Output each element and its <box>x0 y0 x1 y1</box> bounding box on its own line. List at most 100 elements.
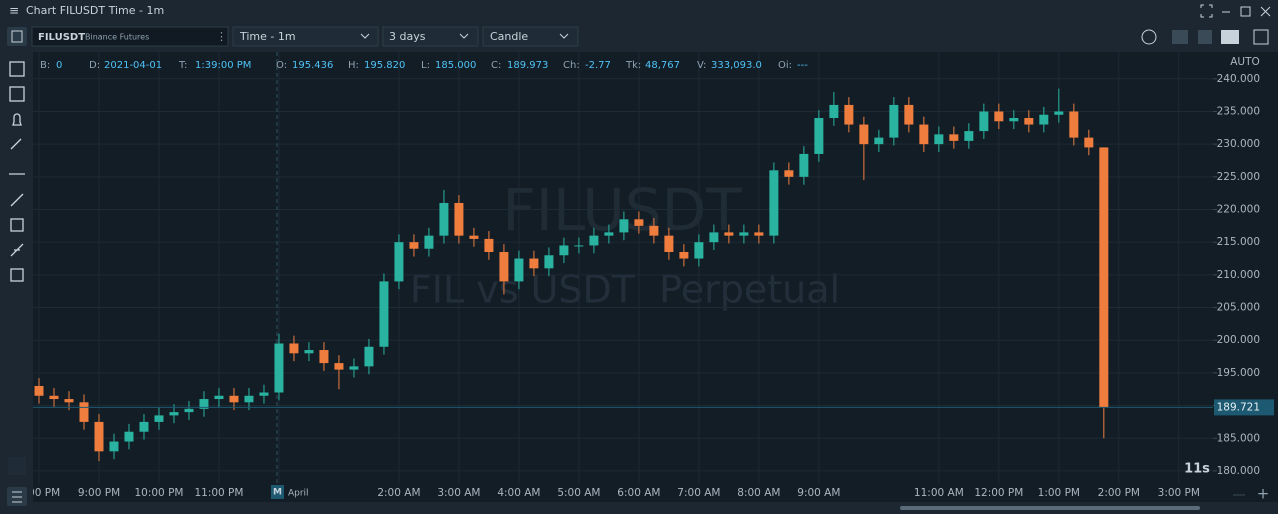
range-dropdown[interactable] <box>382 26 479 47</box>
candle-body <box>109 441 119 452</box>
candle-body <box>154 415 164 422</box>
info-label: H: <box>348 60 359 71</box>
candle-body <box>259 392 269 396</box>
symbol-menu[interactable]: ⋮ <box>216 30 227 43</box>
candle-body <box>169 412 179 416</box>
y-tick-label: 225.000 <box>1217 171 1260 183</box>
candle-body <box>634 219 644 226</box>
y-tick-label: 185.000 <box>1217 432 1260 444</box>
candle-body <box>424 235 434 249</box>
y-tick-label: 195.000 <box>1217 367 1260 379</box>
candle-body <box>709 232 719 243</box>
info-value: 48,767 <box>645 60 680 71</box>
x-tick-label: 2:00 AM <box>377 487 420 499</box>
candle-body <box>34 385 44 396</box>
timeframe: Time - 1m <box>239 30 296 43</box>
candle-body <box>844 104 854 125</box>
drawing-tools[interactable] <box>9 61 25 282</box>
window-controls[interactable] <box>1200 4 1271 18</box>
candle-body <box>769 170 779 236</box>
x-tick-label: 9:00 PM <box>78 487 120 499</box>
candle-body <box>364 346 374 367</box>
panel-toggle[interactable] <box>7 27 27 46</box>
x-tick-label: 2:00 PM <box>1098 487 1140 499</box>
candle-body <box>229 395 239 403</box>
candle-body <box>304 350 314 354</box>
candle-body <box>49 395 59 400</box>
x-tick-label: 9:00 AM <box>797 487 840 499</box>
info-value: 195.820 <box>364 60 405 71</box>
candle-body <box>979 111 989 132</box>
time-axis-bg <box>33 484 1213 502</box>
candle-body <box>799 153 809 177</box>
candle-body <box>529 258 539 269</box>
info-label: B: <box>40 60 50 71</box>
plot-bg <box>33 52 1213 484</box>
info-value: 2021-04-01 <box>104 60 162 71</box>
panel-icon <box>11 30 23 43</box>
symbol-box[interactable] <box>31 26 229 47</box>
candle-body <box>964 131 974 141</box>
info-value: 189.973 <box>507 60 548 71</box>
y-tick-label: 220.000 <box>1217 204 1260 216</box>
candle-body <box>124 431 134 442</box>
candle-body <box>574 245 584 247</box>
info-value: 195.436 <box>292 60 333 71</box>
x-tick-label: 12:00 PM <box>974 487 1023 499</box>
candle-body <box>1009 118 1019 122</box>
zoom-in[interactable]: + <box>1257 485 1270 503</box>
candle-body <box>199 399 209 409</box>
day-marker: M <box>273 488 282 498</box>
watermark-subtitle: FIL vs USDT Perpetual <box>410 268 840 312</box>
time-axis: 8:00 PM 9:00 PM 10:00 PM 11:00 PM M April 2:00… <box>33 485 1200 499</box>
delete-button[interactable] <box>8 457 26 475</box>
x-tick-label: 8:00 AM <box>737 487 780 499</box>
info-label: Oi: <box>778 60 792 71</box>
x-tick-label: 6:00 AM <box>617 487 660 499</box>
candle-body <box>79 402 89 422</box>
timeframe-dropdown[interactable] <box>232 26 379 47</box>
toolbar-right-icons[interactable] <box>1141 29 1269 45</box>
info-value: 185.000 <box>435 60 476 71</box>
candle-body <box>994 111 1004 122</box>
y-tick-label: 240.000 <box>1217 73 1260 85</box>
candle-body <box>469 235 479 239</box>
candle-body <box>214 395 224 400</box>
candle-body <box>334 363 344 370</box>
candle-body <box>1069 111 1079 138</box>
info-label: Ch: <box>563 60 580 71</box>
candle-body <box>289 343 299 354</box>
x-tick-label: 5:00 AM <box>557 487 600 499</box>
info-value: 0 <box>56 60 62 71</box>
candle-body <box>274 343 284 393</box>
exchange: Binance Futures <box>85 33 149 42</box>
day-marker-box <box>270 485 284 499</box>
info-label: O: <box>276 60 287 71</box>
candle-body <box>934 134 944 145</box>
info-label: T: <box>178 60 187 71</box>
candle-body <box>244 395 254 403</box>
candle-body <box>949 134 959 141</box>
candle-body <box>664 235 674 252</box>
candle-body <box>439 202 449 236</box>
y-tick-label: 230.000 <box>1217 138 1260 150</box>
candle-body <box>1039 114 1049 125</box>
candle-body <box>889 104 899 138</box>
info-label: V: <box>697 60 706 71</box>
style-dropdown[interactable] <box>482 26 579 47</box>
x-tick-label: 10:00 PM <box>134 487 183 499</box>
candle-body <box>604 232 614 236</box>
scrollbar[interactable] <box>900 506 1200 510</box>
candle-body <box>379 281 389 347</box>
info-label: D: <box>89 60 100 71</box>
scale-mode[interactable]: AUTO <box>1230 56 1260 68</box>
candle-body <box>544 255 554 269</box>
candle-body <box>904 104 914 125</box>
info-label: C: <box>491 60 501 71</box>
style: Candle <box>490 30 528 43</box>
info-value: 1:39:00 PM <box>195 60 251 71</box>
range: 3 days <box>389 30 426 43</box>
candle-body <box>514 258 524 282</box>
menu-icon[interactable]: ≡ <box>9 4 19 18</box>
